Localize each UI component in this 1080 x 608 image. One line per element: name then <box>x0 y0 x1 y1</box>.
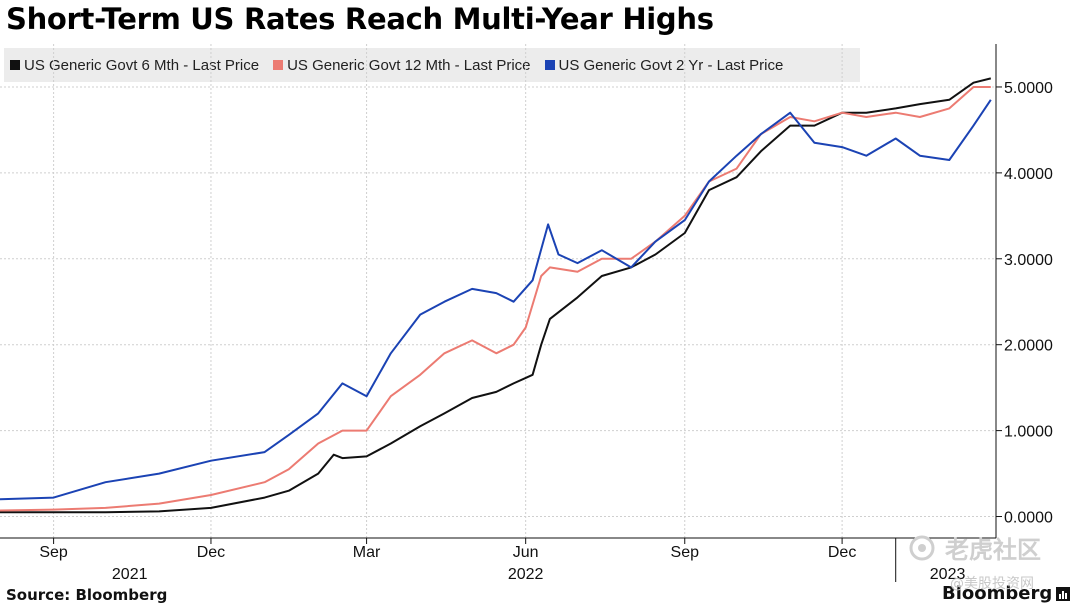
legend-label-2yr: US Generic Govt 2 Yr - Last Price <box>558 56 784 74</box>
year-label: 2021 <box>112 566 148 583</box>
source-note: Source: Bloomberg <box>6 586 168 604</box>
series-line-12mth <box>0 86 991 512</box>
bloomberg-logo: Bloomberg <box>942 583 1071 604</box>
series-line-6mth <box>0 77 992 514</box>
bar-chart-icon <box>1056 586 1071 601</box>
legend-swatch-12mth <box>273 60 284 70</box>
x-tick-label: Jun <box>513 544 539 561</box>
legend-item-6mth: US Generic Govt 6 Mth - Last Price <box>10 57 259 74</box>
watermark-text: 老虎社区 <box>945 536 1041 564</box>
x-tick-label: Sep <box>671 544 700 561</box>
y-tick-label: 2.0000 <box>1004 338 1053 355</box>
chart-title: Short-Term US Rates Reach Multi-Year Hig… <box>6 2 714 36</box>
year-label: 2023 <box>930 566 966 583</box>
legend-item-2yr: US Generic Govt 2 Yr - Last Price <box>544 56 784 74</box>
legend-label-6mth: US Generic Govt 6 Mth - Last Price <box>24 56 260 74</box>
y-tick-label: 0.0000 <box>1004 510 1053 527</box>
tiger-icon <box>909 535 935 560</box>
x-tick-label: Dec <box>828 544 856 561</box>
x-tick-label: Dec <box>197 544 225 561</box>
y-tick-label: 4.0000 <box>1004 166 1053 183</box>
watermark-subtext: @美股投资网 <box>950 576 1034 592</box>
y-tick-label: 5.0000 <box>1004 80 1053 97</box>
x-tick-label: Sep <box>39 544 68 561</box>
y-tick-label: 1.0000 <box>1004 424 1053 441</box>
legend-swatch-6mth <box>10 60 20 70</box>
legend-item-12mth: US Generic Govt 12 Mth - Last Price <box>273 56 531 74</box>
year-label: 2022 <box>508 566 544 583</box>
legend-swatch-2yr <box>544 60 555 70</box>
y-tick-label: 3.0000 <box>1004 252 1053 269</box>
brand-name: Bloomberg <box>942 583 1053 604</box>
legend-label-12mth: US Generic Govt 12 Mth - Last Price <box>287 56 531 74</box>
watermark: 老虎社区 <box>905 530 1041 565</box>
chart-legend: US Generic Govt 6 Mth - Last Price US Ge… <box>4 48 860 82</box>
series-line-2yr <box>0 99 992 501</box>
x-tick-label: Mar <box>353 544 381 561</box>
